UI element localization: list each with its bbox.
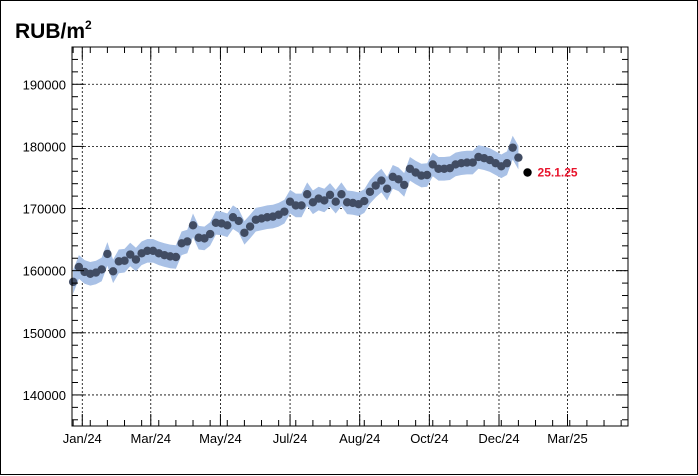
data-point xyxy=(131,255,141,264)
data-point xyxy=(377,176,386,185)
confidence-band xyxy=(73,135,519,294)
x-tick-label: Dec/24 xyxy=(478,431,519,446)
y-tick-label: 150000 xyxy=(23,326,66,341)
y-tick-label: 140000 xyxy=(23,388,66,403)
data-point xyxy=(394,175,403,184)
x-tick-label: Mar/24 xyxy=(131,431,171,446)
chart-title-superscript: 2 xyxy=(85,18,92,32)
latest-point-annotation: 25.1.25 xyxy=(538,166,578,180)
x-tick-label: Mar/25 xyxy=(547,431,587,446)
chart-title: RUB/m2 xyxy=(15,18,92,43)
data-point xyxy=(240,228,249,237)
data-point xyxy=(360,196,369,206)
confidence-band-layer xyxy=(73,135,519,294)
x-tick-label: Aug/24 xyxy=(339,431,380,446)
data-point xyxy=(200,234,209,243)
data-point xyxy=(502,158,512,168)
data-point xyxy=(514,153,523,162)
data-point xyxy=(508,143,517,152)
grid xyxy=(72,47,628,426)
axes xyxy=(71,46,629,427)
data-point xyxy=(103,249,112,259)
data-point xyxy=(68,277,78,287)
data-point xyxy=(188,221,198,230)
y-tick-label: 190000 xyxy=(23,77,66,92)
data-point xyxy=(428,160,437,169)
data-point xyxy=(126,250,135,259)
x-tick-label: Oct/24 xyxy=(410,431,448,446)
data-point xyxy=(468,158,477,167)
y-tick-label: 170000 xyxy=(23,202,66,217)
x-tick-label: Jan/24 xyxy=(63,431,102,446)
plot-area-border xyxy=(71,46,629,427)
x-tick-label: May/24 xyxy=(199,431,242,446)
chart-title-text: RUB/m xyxy=(15,20,85,43)
data-point xyxy=(337,190,346,199)
y-tick-label: 160000 xyxy=(23,264,66,279)
data-point xyxy=(297,201,306,210)
data-point xyxy=(400,180,409,190)
data-point xyxy=(171,252,181,262)
latest-data-point xyxy=(523,168,532,177)
data-point xyxy=(422,170,432,180)
data-points xyxy=(68,143,532,287)
data-point xyxy=(223,221,232,230)
data-point xyxy=(365,187,375,196)
data-point xyxy=(280,207,289,216)
data-point xyxy=(183,237,192,246)
data-point xyxy=(120,256,129,265)
data-point xyxy=(205,229,215,239)
y-tick-label: 180000 xyxy=(23,139,66,154)
tick-labels: 140000 150000 160000 170000 180000 190000 Jan/… xyxy=(23,77,588,446)
data-point xyxy=(320,196,329,205)
data-point xyxy=(382,184,392,193)
data-point xyxy=(74,262,84,272)
data-point xyxy=(234,216,243,226)
data-point xyxy=(108,267,118,276)
data-point xyxy=(331,197,340,206)
data-point xyxy=(325,190,335,200)
data-point xyxy=(97,265,106,274)
data-point xyxy=(245,222,255,231)
data-point xyxy=(371,181,380,190)
x-tick-label: Jul/24 xyxy=(273,431,308,446)
data-point xyxy=(302,190,312,199)
